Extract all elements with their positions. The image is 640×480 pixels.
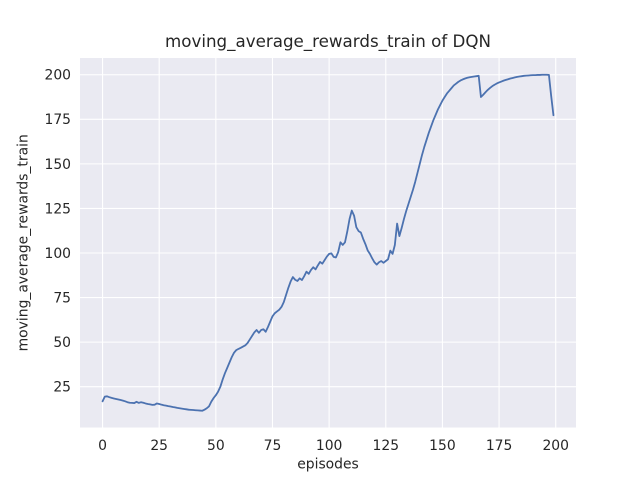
y-axis-ticks: 25 50 75 100 125 150 175 200: [44, 68, 71, 396]
gridlines: [80, 58, 576, 428]
x-tick-label: 50: [207, 438, 225, 454]
y-tick-label: 75: [53, 290, 71, 306]
x-axis-label: episodes: [297, 457, 359, 473]
x-tick-label: 75: [264, 438, 282, 454]
y-tick-label: 50: [53, 335, 71, 351]
x-tick-label: 0: [98, 438, 107, 454]
x-tick-label: 25: [150, 438, 168, 454]
x-tick-label: 125: [373, 438, 400, 454]
x-tick-label: 200: [542, 438, 569, 454]
y-tick-label: 175: [44, 112, 71, 128]
x-tick-label: 175: [486, 438, 513, 454]
y-tick-label: 25: [53, 380, 71, 396]
chart-title: moving_average_rewards_train of DQN: [165, 31, 491, 52]
y-tick-label: 125: [44, 201, 71, 217]
y-axis-label: moving_average_rewards_train: [16, 134, 32, 351]
x-axis-ticks: 0 25 50 75 100 125 150 175 200: [98, 438, 569, 454]
y-tick-label: 200: [44, 68, 71, 84]
y-tick-label: 100: [44, 246, 71, 262]
x-tick-label: 100: [316, 438, 343, 454]
plot-area: [80, 58, 576, 428]
y-tick-label: 150: [44, 157, 71, 173]
x-tick-label: 150: [429, 438, 456, 454]
dqn-series-line: [101, 73, 555, 412]
